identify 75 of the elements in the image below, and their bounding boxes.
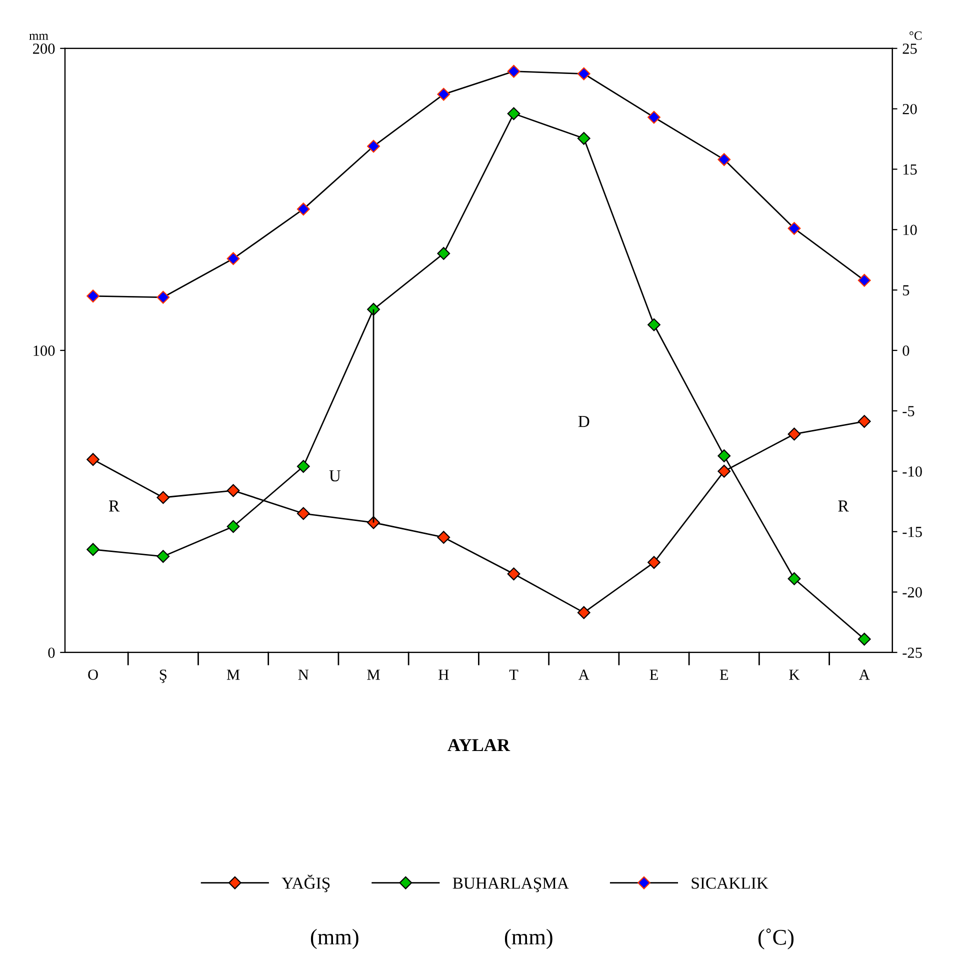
point xyxy=(577,132,590,145)
point xyxy=(788,572,801,586)
y2-tick-label: -20 xyxy=(902,587,922,598)
y-tick-label: 100 xyxy=(34,346,55,356)
y-tick-label: 200 xyxy=(33,44,55,54)
annotation: U xyxy=(329,470,341,482)
point xyxy=(507,64,520,78)
point xyxy=(226,484,240,497)
point xyxy=(367,516,380,530)
point xyxy=(437,88,450,101)
x-tick-label: T xyxy=(509,670,518,680)
x-tick-label: E xyxy=(720,670,728,680)
y2-tick-label: 15 xyxy=(903,164,917,175)
annotation: D xyxy=(578,416,590,427)
point xyxy=(718,153,731,166)
y-tick-label: 0 xyxy=(48,648,55,658)
text: (˚C) xyxy=(758,928,794,950)
point xyxy=(367,140,380,153)
point xyxy=(226,252,240,266)
point xyxy=(648,110,660,124)
y2-tick-label: -15 xyxy=(902,526,922,538)
point xyxy=(858,414,871,428)
point xyxy=(226,520,240,533)
y2-tick-label: -25 xyxy=(902,648,922,658)
y-axis-title: mm xyxy=(29,34,48,40)
point xyxy=(437,247,450,260)
point xyxy=(648,318,660,332)
point xyxy=(788,428,801,441)
point xyxy=(367,302,380,316)
y2-tick-label: -10 xyxy=(902,466,922,477)
y2-tick-label: -5 xyxy=(902,406,914,416)
point xyxy=(718,464,731,478)
x-tick-label: N xyxy=(298,670,309,680)
y2-tick-label: 10 xyxy=(903,224,917,236)
point xyxy=(296,460,310,473)
x-tick-label: A xyxy=(578,670,590,680)
point xyxy=(156,491,170,504)
x-tick-label: O xyxy=(88,670,98,680)
legend-label: BUHARLAŞMA xyxy=(452,878,569,892)
point xyxy=(858,274,871,287)
point xyxy=(718,449,731,462)
point xyxy=(858,632,871,646)
x-tick-label: M xyxy=(367,670,380,680)
x-tick-label: K xyxy=(789,670,800,680)
point xyxy=(86,290,100,302)
x-tick-label: E xyxy=(650,670,658,680)
legend-label: SICAKLIK xyxy=(692,878,768,889)
text: (mm) xyxy=(504,928,552,950)
legend-label: YAĞIŞ xyxy=(282,874,330,892)
x-tick-label: A xyxy=(858,670,870,680)
point xyxy=(648,556,660,569)
point xyxy=(437,530,450,544)
y2-tick-label: 20 xyxy=(902,104,917,114)
x-tick-label: M xyxy=(226,670,240,680)
annotation: R xyxy=(838,500,849,512)
annotation: R xyxy=(108,500,120,512)
point xyxy=(296,507,310,520)
point xyxy=(507,567,520,580)
point xyxy=(156,550,170,563)
point xyxy=(507,107,520,120)
point xyxy=(577,606,590,620)
point xyxy=(86,542,100,556)
point xyxy=(296,202,310,216)
point xyxy=(577,67,590,80)
text: (mm) xyxy=(310,928,358,950)
x-tick-label: H xyxy=(438,670,449,680)
point xyxy=(156,290,170,304)
point xyxy=(788,222,801,235)
y2-tick-label: 0 xyxy=(902,346,910,356)
x-axis-title: AYLAR xyxy=(448,739,510,752)
y2-tick-label: 25 xyxy=(902,44,917,54)
y2-tick-label: 5 xyxy=(903,285,910,296)
y2-axis-title: °C xyxy=(910,31,922,40)
point xyxy=(86,452,100,466)
x-tick-label: Ş xyxy=(160,670,166,683)
